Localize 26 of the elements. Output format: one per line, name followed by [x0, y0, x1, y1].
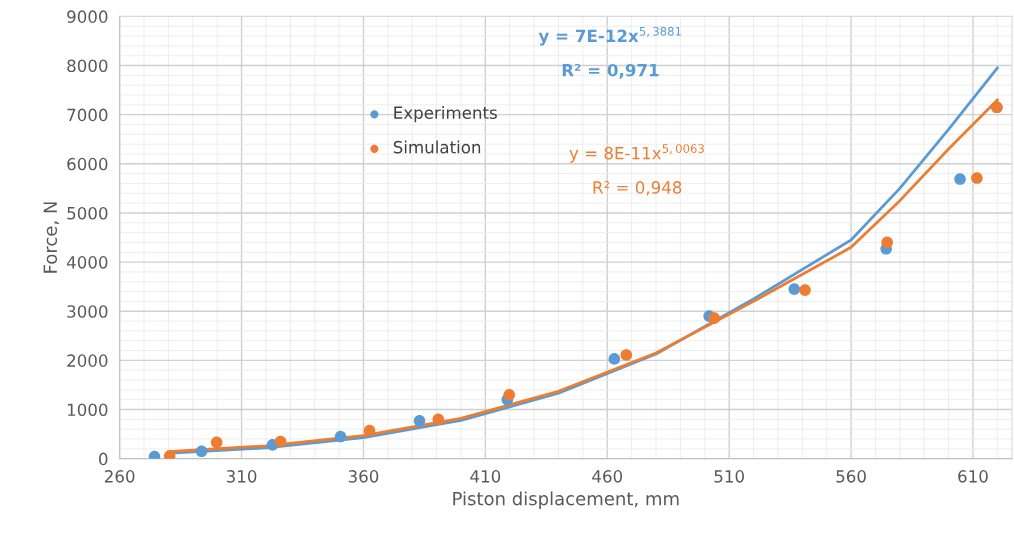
legend-label: Experiments [394, 106, 497, 123]
y-tick-label: 5000 [67, 206, 108, 220]
annotation: R² = 0,971 [562, 63, 659, 79]
x-tick-label: 260 [104, 470, 135, 483]
x-tick-label: 610 [958, 470, 988, 483]
x-tick-label: 460 [592, 470, 623, 483]
y-axis-title: Force, N [43, 202, 59, 273]
y-tick-label: 7000 [67, 108, 108, 122]
annotation: y = 8E-11x$^{5,0063}$ [569, 144, 704, 163]
y-tick-label: 8000 [67, 59, 108, 73]
annotation: R² = 0,948 [593, 181, 682, 196]
x-tick-label: 360 [348, 470, 379, 483]
legend-label: Simulation [393, 140, 481, 154]
y-tick-label: 4000 [66, 256, 108, 269]
x-axis-title: Piston displacement, mm [453, 491, 679, 509]
x-tick-label: 560 [836, 470, 866, 483]
y-tick-label: 2000 [67, 354, 108, 367]
y-tick-label: 9000 [67, 10, 108, 23]
y-tick-label: 0 [99, 452, 108, 466]
x-tick-label: 410 [470, 470, 501, 483]
y-tick-label: 3000 [67, 305, 108, 318]
y-tick-label: 6000 [67, 157, 108, 171]
annotation: y = 7E-12x$^{5,3881}$ [538, 26, 681, 46]
x-tick-label: 510 [714, 470, 744, 483]
x-tick-label: 310 [226, 470, 257, 483]
y-tick-label: 1000 [67, 403, 108, 417]
